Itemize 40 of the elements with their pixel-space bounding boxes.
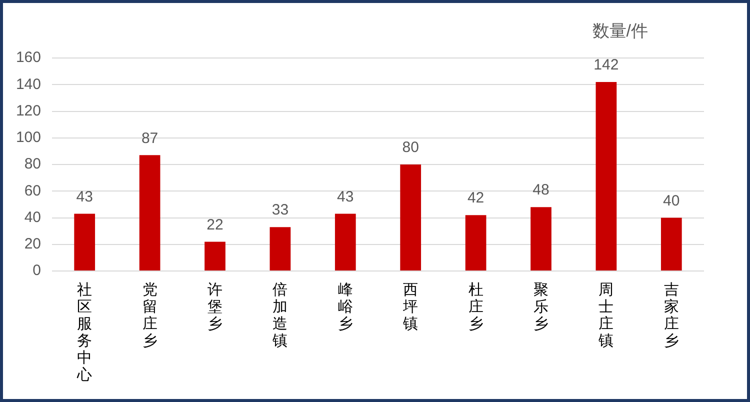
- y-tick-label: 80: [24, 156, 41, 173]
- bar: [400, 164, 422, 270]
- x-tick-label: 党留庄乡: [142, 282, 158, 350]
- data-label: 33: [272, 202, 289, 219]
- bar: [139, 155, 160, 270]
- bar: [596, 82, 617, 270]
- x-tick-label: 倍加造镇: [272, 282, 288, 350]
- y-axis-title: 数量/件: [592, 22, 648, 41]
- y-tick-label: 140: [16, 76, 41, 93]
- y-tick-label: 160: [16, 49, 41, 66]
- data-label: 43: [76, 188, 93, 206]
- y-tick-label: 60: [24, 182, 41, 200]
- x-tick-label: 杜庄乡: [468, 282, 484, 333]
- bar: [660, 218, 682, 270]
- x-tick-label: 聚乐乡: [534, 282, 548, 333]
- x-tick-label: 许堡乡: [208, 282, 222, 333]
- data-label: 40: [663, 192, 680, 210]
- y-tick-label: 20: [24, 236, 41, 253]
- bar: [334, 214, 356, 270]
- bar: [465, 215, 486, 270]
- data-label: 80: [402, 139, 419, 156]
- data-label: 22: [206, 216, 224, 234]
- data-label: 42: [467, 190, 484, 207]
- x-tick-label: 社区服务中心: [76, 282, 92, 384]
- y-tick-label: 0: [32, 262, 41, 280]
- bar: [74, 214, 96, 270]
- x-tick-label: 西坪镇: [402, 282, 418, 333]
- y-tick-label: 120: [16, 102, 41, 120]
- x-tick-label: 吉家庄乡: [664, 282, 679, 350]
- y-tick-label: 40: [24, 208, 41, 226]
- data-label: 43: [337, 188, 354, 206]
- y-tick-label: 100: [16, 129, 41, 146]
- bar: [204, 242, 226, 270]
- bar: [270, 227, 291, 270]
- bar: [530, 207, 552, 270]
- x-tick-label: 峰峪乡: [338, 282, 353, 333]
- data-label: 48: [532, 182, 550, 199]
- data-label: 87: [141, 130, 158, 147]
- data-label: 142: [594, 56, 619, 74]
- x-tick-label: 周士庄镇: [598, 282, 614, 350]
